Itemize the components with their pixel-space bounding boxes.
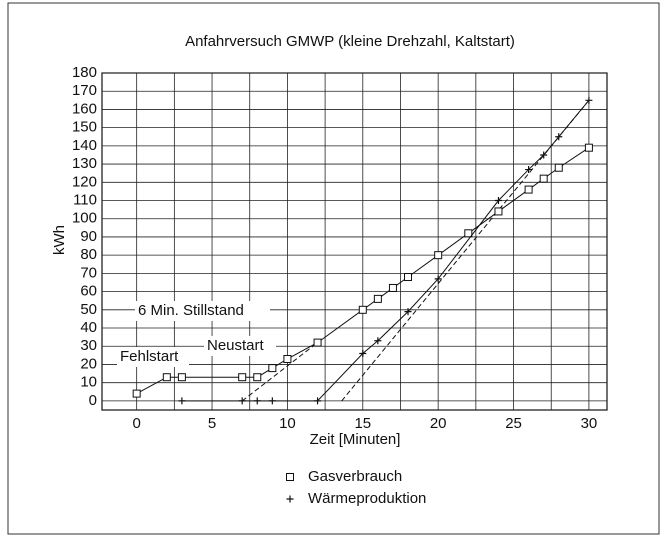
y-tick-label: 50	[80, 301, 97, 318]
y-tick-label: 40	[80, 319, 97, 336]
y-tick-label: 0	[89, 392, 97, 409]
marker	[554, 163, 563, 172]
marker	[286, 495, 294, 503]
annotation-bg	[135, 301, 270, 321]
x-tick-label: 30	[581, 415, 598, 432]
y-tick-label: 90	[80, 228, 97, 245]
y-tick-label: 150	[72, 119, 97, 136]
x-tick-label: 15	[354, 415, 371, 432]
marker	[540, 151, 548, 159]
y-tick-label: 60	[80, 283, 97, 300]
y-tick-label: 30	[80, 337, 97, 354]
marker	[177, 373, 186, 382]
marker	[434, 251, 443, 260]
marker	[162, 373, 171, 382]
marker	[555, 133, 563, 141]
marker	[464, 229, 473, 238]
marker	[253, 397, 261, 405]
y-tick-label: 10	[80, 374, 97, 391]
marker	[584, 143, 593, 152]
marker	[585, 96, 593, 104]
marker	[314, 397, 322, 405]
y-tick-label: 100	[72, 210, 97, 227]
marker	[358, 305, 367, 314]
marker	[268, 397, 276, 405]
marker	[525, 166, 533, 174]
marker	[268, 364, 277, 373]
frame	[7, 2, 660, 535]
x-tick-label: 20	[430, 415, 447, 432]
x-axis-label: Zeit [Minuten]	[310, 431, 401, 448]
y-tick-label: 20	[80, 355, 97, 372]
y-axis-label: kWh	[51, 225, 68, 255]
marker	[238, 373, 247, 382]
annotation: 6 Min. Stillstand	[138, 302, 244, 319]
x-tick-label: 5	[208, 415, 216, 432]
legend-label: Gasverbrauch	[308, 468, 402, 485]
marker	[524, 185, 533, 194]
legend-label: Wärmeproduktion	[308, 490, 426, 507]
annotation: Fehlstart	[120, 348, 179, 365]
marker	[404, 308, 412, 316]
marker	[313, 338, 322, 347]
chart-title: Anfahrversuch GMWP (kleine Drehzahl, Kal…	[185, 33, 515, 50]
y-tick-label: 130	[72, 155, 97, 172]
marker	[494, 197, 502, 205]
marker	[374, 337, 382, 345]
y-tick-label: 70	[80, 264, 97, 281]
y-tick-label: 110	[73, 191, 97, 208]
marker	[286, 473, 294, 481]
annotation: Neustart	[207, 337, 265, 354]
marker	[373, 294, 382, 303]
marker	[539, 174, 548, 183]
x-tick-label: 0	[132, 415, 140, 432]
marker	[359, 350, 367, 358]
y-tick-label: 80	[80, 246, 97, 263]
marker	[132, 389, 141, 398]
y-tick-label: 120	[72, 173, 97, 190]
y-tick-label: 170	[72, 82, 97, 99]
marker	[388, 283, 397, 292]
marker	[283, 354, 292, 363]
annotation-bg	[117, 347, 189, 367]
x-tick-label: 25	[505, 415, 522, 432]
marker	[404, 273, 413, 282]
marker	[494, 207, 503, 216]
x-tick-label: 10	[279, 415, 296, 432]
marker	[253, 373, 262, 382]
marker	[178, 397, 186, 405]
marker	[434, 275, 442, 283]
y-tick-label: 160	[72, 100, 97, 117]
annotation-bg	[204, 336, 276, 356]
y-tick-label: 140	[72, 137, 97, 154]
y-tick-label: 180	[72, 64, 97, 81]
marker	[238, 397, 246, 405]
